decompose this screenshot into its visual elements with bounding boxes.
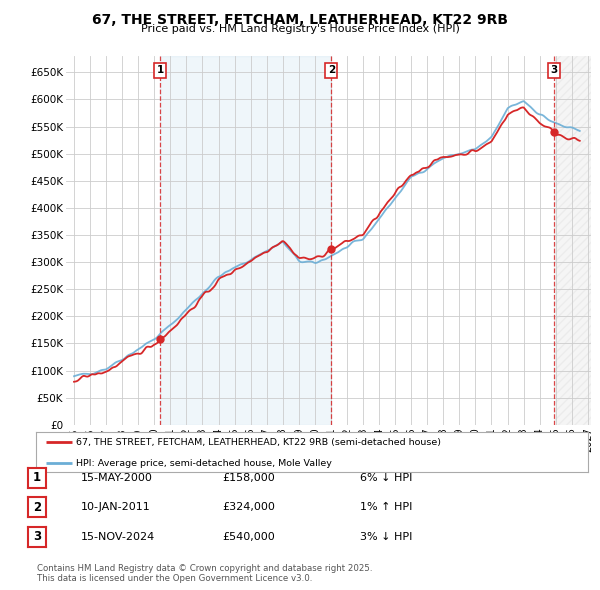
Text: Price paid vs. HM Land Registry's House Price Index (HPI): Price paid vs. HM Land Registry's House … xyxy=(140,24,460,34)
Text: 1: 1 xyxy=(33,471,41,484)
Text: 3: 3 xyxy=(550,65,557,76)
Bar xyxy=(554,56,591,425)
Text: 2: 2 xyxy=(33,501,41,514)
Text: 3% ↓ HPI: 3% ↓ HPI xyxy=(360,532,412,542)
Text: 10-JAN-2011: 10-JAN-2011 xyxy=(81,503,151,512)
Text: HPI: Average price, semi-detached house, Mole Valley: HPI: Average price, semi-detached house,… xyxy=(76,458,332,468)
Bar xyxy=(160,56,331,425)
Text: 1% ↑ HPI: 1% ↑ HPI xyxy=(360,503,412,512)
Text: 67, THE STREET, FETCHAM, LEATHERHEAD, KT22 9RB: 67, THE STREET, FETCHAM, LEATHERHEAD, KT… xyxy=(92,13,508,27)
Text: £324,000: £324,000 xyxy=(222,503,275,512)
Text: 1: 1 xyxy=(157,65,164,76)
Text: £540,000: £540,000 xyxy=(222,532,275,542)
Text: 3: 3 xyxy=(33,530,41,543)
Text: 2: 2 xyxy=(328,65,335,76)
Text: £158,000: £158,000 xyxy=(222,473,275,483)
Text: Contains HM Land Registry data © Crown copyright and database right 2025.
This d: Contains HM Land Registry data © Crown c… xyxy=(37,563,373,583)
Text: 67, THE STREET, FETCHAM, LEATHERHEAD, KT22 9RB (semi-detached house): 67, THE STREET, FETCHAM, LEATHERHEAD, KT… xyxy=(76,438,441,447)
Text: 6% ↓ HPI: 6% ↓ HPI xyxy=(360,473,412,483)
Text: 15-MAY-2000: 15-MAY-2000 xyxy=(81,473,153,483)
Text: 15-NOV-2024: 15-NOV-2024 xyxy=(81,532,155,542)
